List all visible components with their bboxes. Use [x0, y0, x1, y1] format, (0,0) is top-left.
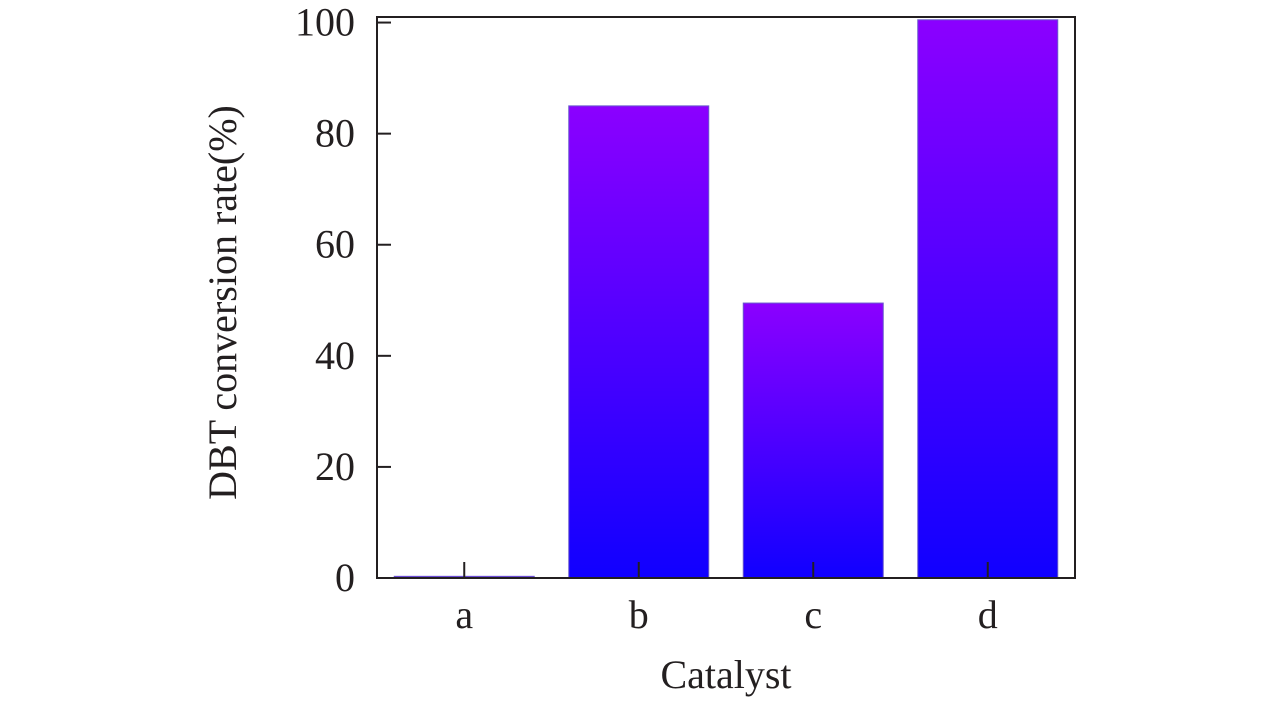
y-tick-label-0: 0 [335, 555, 355, 600]
x-tick-label-a: a [455, 592, 473, 637]
ticks-layer [377, 21, 989, 579]
y-axis-title: DBT conversion rate(%) [200, 105, 245, 500]
y-tick-label-100: 100 [295, 0, 355, 45]
x-tick-label-c: c [804, 592, 822, 637]
bars-layer [393, 19, 1059, 579]
y-tick-label-80: 80 [315, 111, 355, 156]
x-axis-title: Catalyst [660, 652, 791, 697]
y-tick-label-40: 40 [315, 333, 355, 378]
bar-b [568, 105, 710, 579]
y-tick-label-20: 20 [315, 444, 355, 489]
x-tick-label-d: d [978, 592, 998, 637]
labels-layer: a b c d 0 20 40 60 80 100 [295, 0, 998, 637]
y-tick-label-60: 60 [315, 222, 355, 267]
plot-frame [376, 16, 1076, 579]
bar-d [917, 19, 1059, 579]
x-tick-label-b: b [629, 592, 649, 637]
bar-c [742, 302, 884, 579]
